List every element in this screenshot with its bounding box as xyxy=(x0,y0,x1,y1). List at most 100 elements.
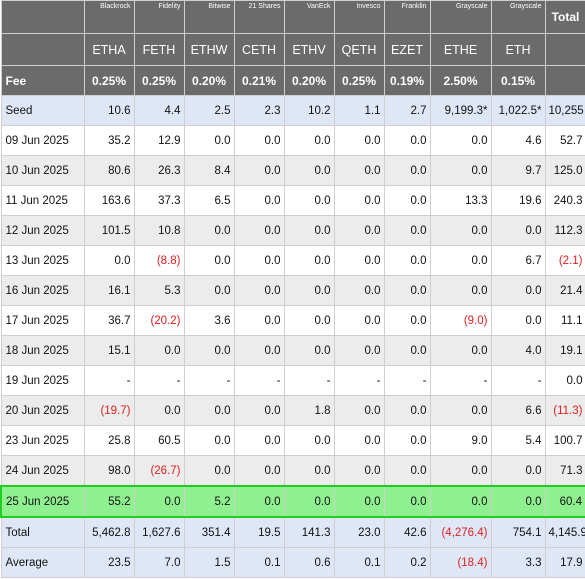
flow-cell: 4.0 xyxy=(490,335,546,366)
flow-cell: 8.4 xyxy=(183,155,235,186)
flow-cell: 0.0 xyxy=(429,335,492,366)
fee-cell: 0.25% xyxy=(83,65,135,96)
flow-cell: (20.2) xyxy=(133,305,185,336)
flow-cell: 0.0 xyxy=(83,245,135,276)
ticker-header: ETHV xyxy=(283,33,335,66)
row-label: Seed xyxy=(0,95,85,126)
corner-cell xyxy=(0,33,85,66)
table-row: 13 Jun 2025 0.0 (8.8) 0.0 0.0 0.0 0.0 0.0 0.0 6.7… xyxy=(0,245,585,276)
flow-cell: 0.0 xyxy=(383,485,431,518)
table-row: 19 Jun 2025- - - - - - - - -0.0 xyxy=(0,365,585,396)
flow-cell: 0.0 xyxy=(233,395,285,426)
fee-cell: 0.25% xyxy=(133,65,185,96)
flow-cell: 0.0 xyxy=(333,425,385,456)
flow-cell: 25.8 xyxy=(83,425,135,456)
table-row: Total 5,462.8 1,627.6 351.4 19.5 141.3 23.0 42.… xyxy=(0,516,585,548)
fee-cell: 2.50% xyxy=(429,65,492,96)
row-total-cell: 11.1 xyxy=(544,305,585,336)
flow-cell: 9.7 xyxy=(490,155,546,186)
flow-cell: 1,022.5* xyxy=(490,95,546,126)
flow-cell: 0.0 xyxy=(333,185,385,216)
flow-cell: 0.0 xyxy=(333,485,385,518)
flow-cell: 1,627.6 xyxy=(133,516,185,548)
flow-cell: 101.5 xyxy=(83,215,135,246)
row-total-cell: 0.0 xyxy=(544,365,585,396)
table-row: 20 Jun 2025 (19.7) 0.0 0.0 0.0 1.8 0.0 0.0 0.0 6.… xyxy=(0,395,585,426)
total-column-header: Total xyxy=(544,0,585,34)
flow-cell: 2.7 xyxy=(383,95,431,126)
row-label: 18 Jun 2025 xyxy=(0,335,85,366)
flow-cell: 6.6 xyxy=(490,395,546,426)
ticker-header: ETHW xyxy=(183,33,235,66)
flow-cell: - xyxy=(133,365,185,396)
row-total-cell: (11.3) xyxy=(544,395,585,426)
flow-cell: 0.0 xyxy=(233,185,285,216)
flow-cell: 7.0 xyxy=(133,547,185,578)
fee-label: Fee xyxy=(0,65,85,96)
ticker-header: ETHA xyxy=(83,33,135,66)
row-total-cell: 19.1 xyxy=(544,335,585,366)
flow-cell: 5.4 xyxy=(490,425,546,456)
flow-cell: 0.0 xyxy=(233,485,285,518)
flow-cell: 0.0 xyxy=(283,425,335,456)
row-label: 16 Jun 2025 xyxy=(0,275,85,306)
flow-cell: - xyxy=(429,365,492,396)
flow-cell: 23.0 xyxy=(333,516,385,548)
flow-cell: 0.0 xyxy=(283,305,335,336)
flow-cell: 0.0 xyxy=(429,125,492,156)
flow-cell: 19.6 xyxy=(490,185,546,216)
flow-cell: 754.1 xyxy=(490,516,546,548)
flow-cell: 4.6 xyxy=(490,125,546,156)
table-row: Average 23.5 7.0 1.5 0.1 0.6 0.1 0.2 (18.4) 3.3 17… xyxy=(0,547,585,578)
row-label: 23 Jun 2025 xyxy=(0,425,85,456)
flow-cell: 0.1 xyxy=(333,547,385,578)
flow-cell: 16.1 xyxy=(83,275,135,306)
flow-cell: 0.0 xyxy=(283,485,335,518)
flow-cell: 0.0 xyxy=(333,155,385,186)
flow-cell: 0.0 xyxy=(183,335,235,366)
row-label: 12 Jun 2025 xyxy=(0,215,85,246)
flow-cell: 0.0 xyxy=(183,455,235,487)
fee-cell: 0.21% xyxy=(233,65,285,96)
ticker-header: CETH xyxy=(233,33,285,66)
flow-cell: 0.0 xyxy=(383,395,431,426)
flow-cell: 0.0 xyxy=(183,395,235,426)
table-row: 11 Jun 2025 163.6 37.3 6.5 0.0 0.0 0.0 0.0 13.3 1… xyxy=(0,185,585,216)
flow-cell: (18.4) xyxy=(429,547,492,578)
flow-cell: 42.6 xyxy=(383,516,431,548)
flow-cell: (26.7) xyxy=(133,455,185,487)
flow-cell: 10.8 xyxy=(133,215,185,246)
row-label: 09 Jun 2025 xyxy=(0,125,85,156)
ticker-header: ETH xyxy=(490,33,546,66)
flow-cell: 0.0 xyxy=(183,245,235,276)
flow-cell: (8.8) xyxy=(133,245,185,276)
flow-cell: 0.0 xyxy=(333,335,385,366)
flow-cell: 1.8 xyxy=(283,395,335,426)
flow-cell: 0.0 xyxy=(333,305,385,336)
table-row: 12 Jun 2025 101.5 10.8 0.0 0.0 0.0 0.0 0.0 0.0 0.… xyxy=(0,215,585,246)
flow-cell: 0.0 xyxy=(383,425,431,456)
table-row: Seed 10.6 4.4 2.5 2.3 10.2 1.1 2.7 9,199.3* 1,022… xyxy=(0,95,585,126)
flow-cell: 35.2 xyxy=(83,125,135,156)
flow-cell: 2.5 xyxy=(183,95,235,126)
flow-cell: (4,276.4) xyxy=(429,516,492,548)
row-total-cell: 240.3 xyxy=(544,185,585,216)
row-total-cell: 4,145.9 xyxy=(544,516,585,548)
total-ticker-cell xyxy=(544,33,585,66)
flow-cell: 0.0 xyxy=(383,455,431,487)
row-total-cell: 71.3 xyxy=(544,455,585,487)
flow-cell: 9,199.3* xyxy=(429,95,492,126)
table-body: Seed 10.6 4.4 2.5 2.3 10.2 1.1 2.7 9,199.3* 1,022… xyxy=(0,95,585,578)
fee-cell: 0.25% xyxy=(333,65,385,96)
flow-cell: (9.0) xyxy=(429,305,492,336)
row-label: 11 Jun 2025 xyxy=(0,185,85,216)
ticker-header: FETH xyxy=(133,33,185,66)
flow-cell: 0.0 xyxy=(283,215,335,246)
row-label: 17 Jun 2025 xyxy=(0,305,85,336)
flow-cell: (19.7) xyxy=(83,395,135,426)
fee-cell: 0.20% xyxy=(283,65,335,96)
flow-cell: 141.3 xyxy=(283,516,335,548)
flow-cell: 23.5 xyxy=(83,547,135,578)
fee-row: Fee 0.25% 0.25% 0.20% 0.21% 0.20% 0.25% … xyxy=(0,65,585,96)
